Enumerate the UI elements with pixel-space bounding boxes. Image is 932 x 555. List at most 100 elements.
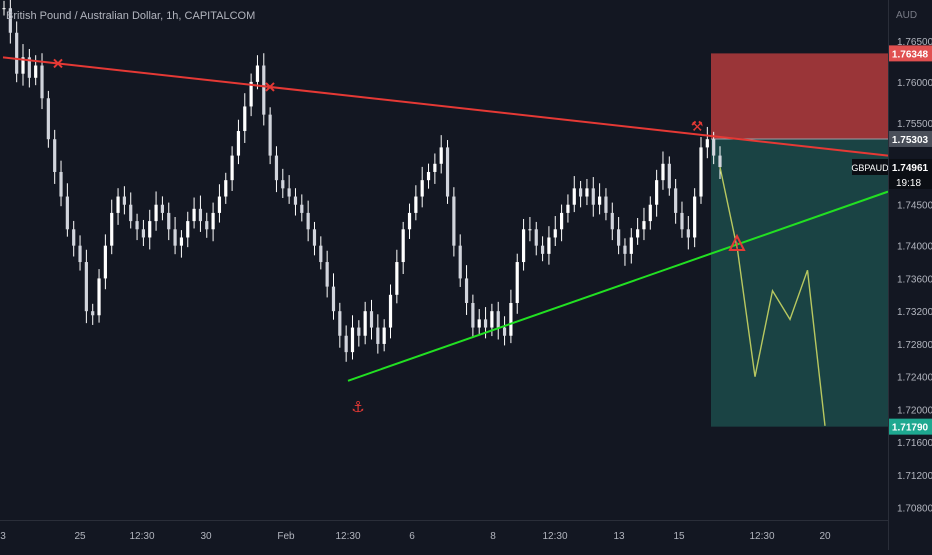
candle bbox=[167, 212, 171, 230]
candle bbox=[122, 196, 126, 205]
candle bbox=[496, 311, 500, 328]
candle bbox=[369, 311, 374, 328]
candle bbox=[382, 327, 386, 344]
candle bbox=[40, 65, 44, 99]
candle bbox=[65, 196, 69, 230]
time-tick-label: 3 bbox=[0, 531, 6, 542]
candle bbox=[287, 188, 291, 197]
candle bbox=[559, 212, 564, 230]
candle bbox=[414, 196, 418, 213]
price-label-text-target: 1.71790 bbox=[892, 423, 929, 434]
candle bbox=[148, 221, 152, 238]
candle bbox=[363, 311, 367, 336]
candle bbox=[420, 180, 424, 197]
candle bbox=[217, 196, 222, 213]
time-tick-label: 12:30 bbox=[749, 531, 774, 542]
candle bbox=[686, 229, 690, 238]
candle bbox=[84, 262, 88, 312]
time-tick-label: 12:30 bbox=[129, 531, 154, 542]
candle bbox=[325, 262, 329, 287]
candle bbox=[585, 188, 589, 197]
symbol-title: British Pound / Australian Dollar, 1h, C… bbox=[6, 10, 256, 22]
candle bbox=[21, 57, 25, 74]
candle bbox=[262, 65, 266, 115]
time-tick-label: Feb bbox=[277, 531, 295, 542]
candle bbox=[483, 319, 488, 328]
symbol-tag bbox=[852, 158, 888, 175]
candle bbox=[712, 139, 716, 156]
candle bbox=[604, 196, 608, 213]
candle bbox=[160, 204, 165, 213]
candle bbox=[376, 327, 380, 344]
resistance-trendline[interactable] bbox=[2, 56, 889, 157]
candle bbox=[350, 327, 355, 353]
candle bbox=[395, 262, 399, 295]
candle bbox=[674, 188, 678, 213]
candle bbox=[179, 237, 184, 246]
candle bbox=[268, 114, 272, 156]
candle bbox=[598, 196, 602, 205]
candle bbox=[680, 212, 684, 230]
candle bbox=[274, 155, 279, 181]
candle bbox=[528, 229, 532, 231]
candle bbox=[300, 204, 304, 213]
time-tick-label: 12:30 bbox=[542, 531, 567, 542]
candle bbox=[135, 221, 139, 230]
price-label-entry bbox=[889, 130, 932, 147]
candle bbox=[471, 302, 475, 328]
candle bbox=[407, 212, 412, 230]
time-tick-label: 8 bbox=[490, 531, 496, 542]
price-axis-divider bbox=[888, 0, 889, 550]
candle bbox=[572, 188, 576, 205]
candle bbox=[458, 245, 462, 279]
candle bbox=[629, 237, 633, 254]
candle bbox=[281, 180, 285, 189]
candle bbox=[439, 147, 443, 164]
price-label-stop bbox=[889, 45, 932, 62]
price-tick-label: 1.73200 bbox=[897, 307, 932, 318]
warning-icon-mark: ! bbox=[735, 242, 739, 252]
price-tick-label: 1.71600 bbox=[897, 438, 932, 449]
price-label-text-last: 1.74961 bbox=[892, 163, 929, 174]
price-label-target bbox=[889, 418, 932, 435]
candle bbox=[693, 196, 697, 238]
candle bbox=[553, 229, 557, 238]
candle bbox=[103, 245, 107, 279]
candle bbox=[243, 106, 247, 132]
candle bbox=[46, 98, 50, 140]
candle bbox=[540, 245, 545, 254]
price-tick-label: 1.72000 bbox=[897, 405, 932, 416]
symbol-tag-text: GBPAUD bbox=[851, 163, 889, 173]
support-trendline[interactable] bbox=[347, 190, 889, 382]
time-tick-label: 12:30 bbox=[335, 531, 360, 542]
candle bbox=[515, 262, 519, 303]
countdown-label: 19:18 bbox=[896, 178, 921, 189]
candle bbox=[566, 204, 570, 213]
price-tick-label: 1.71200 bbox=[897, 471, 932, 482]
candle bbox=[34, 65, 38, 78]
candle bbox=[338, 311, 342, 336]
cross-marker-icon bbox=[53, 58, 63, 69]
candle bbox=[72, 229, 76, 246]
time-tick-label: 25 bbox=[74, 531, 86, 542]
stop-loss-zone[interactable] bbox=[711, 53, 888, 139]
candle bbox=[154, 204, 158, 222]
candle bbox=[230, 155, 234, 181]
candle bbox=[667, 163, 671, 189]
candle bbox=[464, 278, 469, 303]
candle bbox=[547, 237, 551, 254]
candle bbox=[8, 8, 12, 33]
candle bbox=[509, 302, 513, 336]
warning-icon bbox=[728, 233, 746, 251]
candle bbox=[319, 245, 323, 263]
price-tick-label: 1.72800 bbox=[897, 340, 932, 351]
take-profit-zone[interactable] bbox=[711, 138, 888, 427]
candle bbox=[249, 81, 253, 107]
candle bbox=[141, 229, 145, 238]
candle bbox=[705, 139, 709, 148]
candle bbox=[642, 221, 646, 230]
candle bbox=[97, 278, 101, 316]
candle bbox=[116, 196, 120, 213]
